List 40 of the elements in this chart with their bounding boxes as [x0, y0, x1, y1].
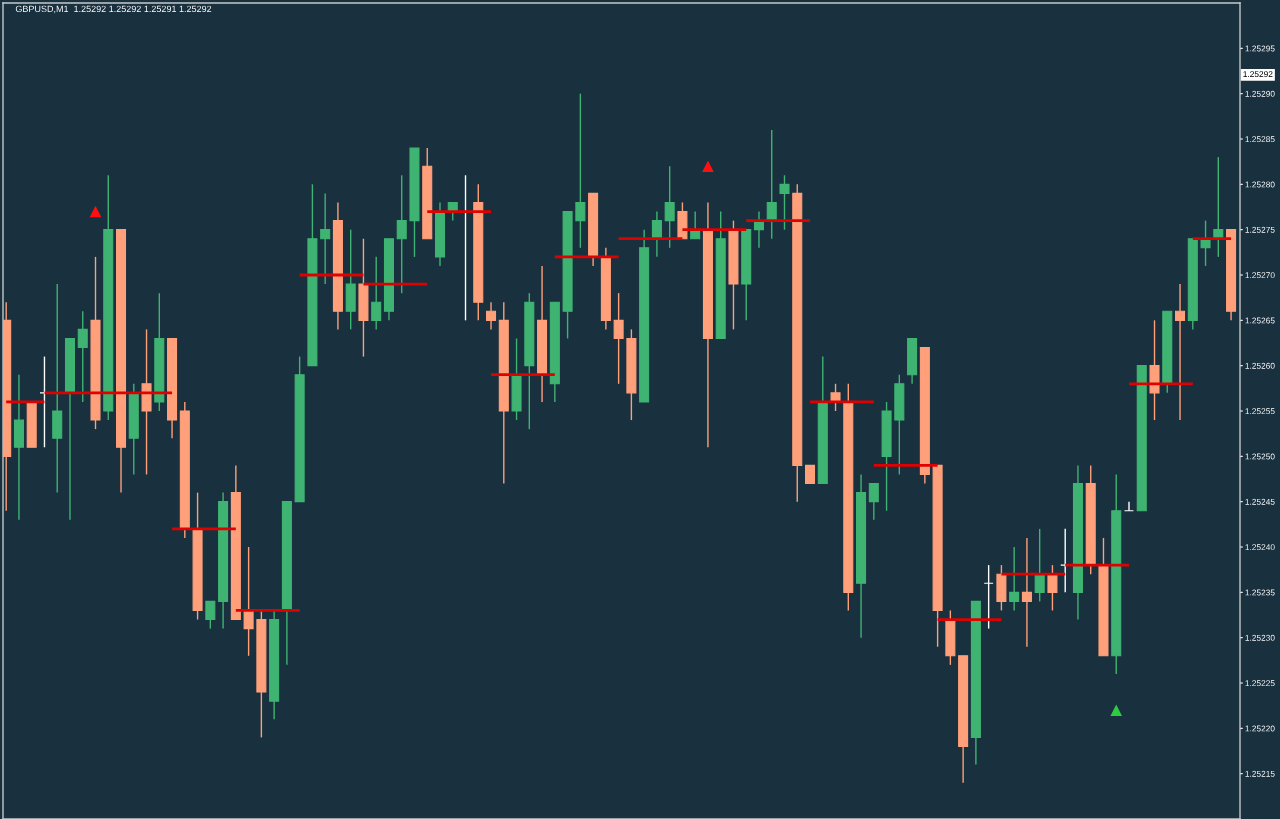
candlestick [804, 464, 816, 485]
candlestick [486, 301, 497, 331]
point [1110, 704, 1123, 717]
candlestick [1021, 537, 1032, 648]
y-tick-label: 1.25270 [1245, 272, 1275, 279]
y-tick-label: 1.25225 [1245, 680, 1275, 687]
candlestick [1009, 546, 1020, 612]
candlestick [371, 256, 382, 331]
y-tick-label: 1.25260 [1245, 362, 1275, 369]
candlestick [243, 546, 254, 657]
candlestick [830, 383, 841, 412]
y-tick-label: 1.25275 [1245, 226, 1275, 233]
y-tick-label: 1.25280 [1245, 181, 1275, 188]
y-tick-label: 1.25220 [1245, 725, 1275, 732]
chart-title: GBPUSD,M1 1.25292 1.25292 1.25291 1.25292 [15, 5, 212, 14]
candlestick [1047, 564, 1058, 612]
candlestick [320, 192, 331, 285]
y-tick-label: 1.25285 [1245, 136, 1275, 143]
candlestick [575, 92, 586, 249]
y-tick-label: 1.25265 [1245, 317, 1275, 324]
y-tick-label: 1.25255 [1245, 408, 1275, 415]
candlestick [868, 482, 879, 521]
candlestick [77, 310, 88, 403]
y-tick-label: 1.25295 [1245, 45, 1275, 52]
y-tick-label: 1.25240 [1245, 544, 1275, 551]
candlestick [664, 165, 675, 249]
text: 1.25292 [1243, 71, 1273, 78]
candlestick [613, 292, 624, 385]
candlestick [779, 174, 790, 231]
y-tick-label: 1.25250 [1245, 453, 1275, 460]
candlestick [205, 600, 216, 630]
y-tick-label: 1.25230 [1245, 634, 1275, 641]
point [89, 205, 102, 218]
candlestick [1175, 283, 1186, 421]
y-tick-label: 1.25290 [1245, 90, 1275, 97]
y-tick-label: 1.25215 [1245, 770, 1275, 777]
candlestick [396, 174, 407, 294]
y-tick-label: 1.25245 [1245, 498, 1275, 505]
y-tick-label: 1.25235 [1245, 589, 1275, 596]
point [702, 160, 714, 173]
